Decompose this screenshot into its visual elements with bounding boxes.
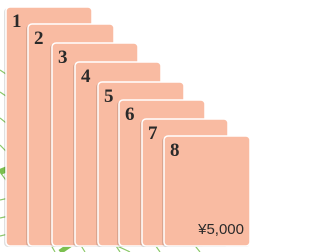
page: 12345678¥5,000 (() => { const data = JSO… — [0, 0, 320, 252]
card-number: 3 — [58, 47, 68, 68]
card-number: 6 — [125, 104, 135, 125]
card-number: 4 — [81, 66, 91, 87]
card-number: 7 — [148, 123, 158, 144]
card-number: 5 — [104, 86, 114, 107]
card: 8 ¥5,000 — [162, 136, 250, 247]
card-number: 8 — [170, 140, 180, 161]
price: ¥5,000 — [197, 221, 244, 238]
card-number: 1 — [12, 11, 22, 32]
card-number: 2 — [34, 28, 44, 49]
